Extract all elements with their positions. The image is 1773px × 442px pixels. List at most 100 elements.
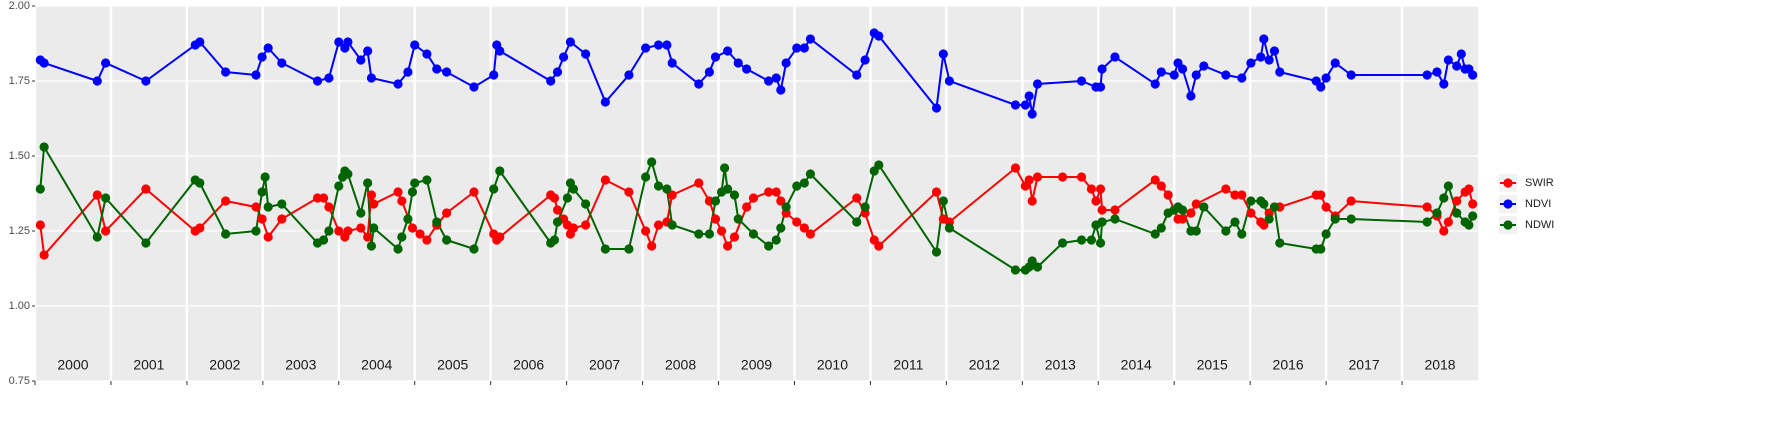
data-point xyxy=(393,79,403,89)
data-point xyxy=(729,232,740,242)
data-point xyxy=(1095,184,1106,194)
data-point xyxy=(805,229,816,239)
data-point xyxy=(141,238,151,248)
data-point xyxy=(393,187,403,197)
data-point xyxy=(1086,235,1097,245)
data-point xyxy=(1191,70,1201,80)
data-point xyxy=(366,190,377,200)
data-point xyxy=(1156,67,1166,77)
data-point xyxy=(343,169,353,179)
data-point xyxy=(363,178,373,188)
data-point xyxy=(1346,70,1356,80)
data-point xyxy=(1221,184,1231,194)
data-point xyxy=(653,40,664,50)
data-point xyxy=(422,235,432,245)
data-point xyxy=(92,190,102,200)
data-point xyxy=(1191,199,1201,209)
data-point xyxy=(432,64,442,74)
data-point xyxy=(1156,181,1166,191)
data-point xyxy=(251,202,261,212)
legend-label: NDWI xyxy=(1525,219,1554,231)
data-point xyxy=(397,196,407,206)
data-point xyxy=(356,55,366,65)
data-point xyxy=(776,85,786,95)
data-point xyxy=(1097,205,1107,215)
data-point xyxy=(324,202,334,212)
data-point xyxy=(1027,109,1037,119)
axes: 0.75 1.00 1.25 1.50 1.75 2.00 2000 2001 2002 2003… xyxy=(9,0,1456,387)
data-point xyxy=(1230,217,1240,227)
data-point xyxy=(195,223,205,233)
x-tick-label: 2013 xyxy=(1045,357,1076,373)
data-point xyxy=(581,49,591,59)
data-point xyxy=(221,229,231,239)
data-point xyxy=(1275,238,1285,248)
data-point xyxy=(1010,163,1021,173)
data-point xyxy=(397,232,407,242)
data-point xyxy=(1163,190,1173,200)
data-point xyxy=(1452,61,1462,71)
data-point xyxy=(1110,205,1120,215)
data-point xyxy=(221,67,231,77)
data-point xyxy=(805,169,816,179)
data-point xyxy=(653,181,664,191)
data-point xyxy=(407,223,418,233)
data-point xyxy=(1076,235,1087,245)
data-point xyxy=(263,232,273,242)
x-tick-label: 2003 xyxy=(285,357,316,373)
data-point xyxy=(366,73,377,83)
x-tick-label: 2018 xyxy=(1424,357,1455,373)
data-point xyxy=(366,241,377,251)
data-point xyxy=(363,232,373,242)
data-point xyxy=(39,250,49,260)
data-point xyxy=(1330,214,1340,224)
data-point xyxy=(141,184,151,194)
data-point xyxy=(410,40,420,50)
data-point xyxy=(1264,214,1274,224)
data-point xyxy=(799,223,809,233)
data-point xyxy=(1237,73,1247,83)
data-point xyxy=(1057,172,1068,182)
data-point xyxy=(1150,79,1160,89)
data-point xyxy=(581,220,591,230)
data-point xyxy=(792,217,802,227)
data-point xyxy=(1076,76,1087,86)
data-point xyxy=(221,196,231,206)
data-point xyxy=(1439,226,1449,236)
data-point xyxy=(1177,214,1188,224)
data-point xyxy=(938,49,948,59)
data-point xyxy=(600,175,610,185)
data-point xyxy=(1422,217,1432,227)
data-point xyxy=(369,199,379,209)
data-point xyxy=(944,76,955,86)
y-tick-label: 0.75 xyxy=(9,375,30,387)
data-point xyxy=(442,67,452,77)
data-point xyxy=(1221,226,1231,236)
data-point xyxy=(647,241,657,251)
data-point xyxy=(257,52,267,62)
x-tick-label: 2015 xyxy=(1197,357,1228,373)
data-point xyxy=(748,193,759,203)
data-point xyxy=(764,76,774,86)
data-point xyxy=(546,76,556,86)
x-tick-label: 2000 xyxy=(57,357,88,373)
legend-label: SWIR xyxy=(1525,177,1554,189)
data-point xyxy=(860,55,870,65)
data-point xyxy=(1150,175,1160,185)
data-point xyxy=(1024,175,1034,185)
data-point xyxy=(764,187,774,197)
data-point xyxy=(667,220,677,230)
data-point xyxy=(565,37,576,47)
data-point xyxy=(495,166,505,176)
data-point xyxy=(403,67,413,77)
data-point xyxy=(489,184,499,194)
y-tick-label: 1.25 xyxy=(9,225,30,237)
data-point xyxy=(549,235,560,245)
x-tick-label: 2005 xyxy=(437,357,468,373)
data-point xyxy=(1422,202,1432,212)
data-point xyxy=(260,172,270,182)
x-tick-label: 2004 xyxy=(361,357,392,373)
data-point xyxy=(324,226,334,236)
data-point xyxy=(1439,79,1449,89)
